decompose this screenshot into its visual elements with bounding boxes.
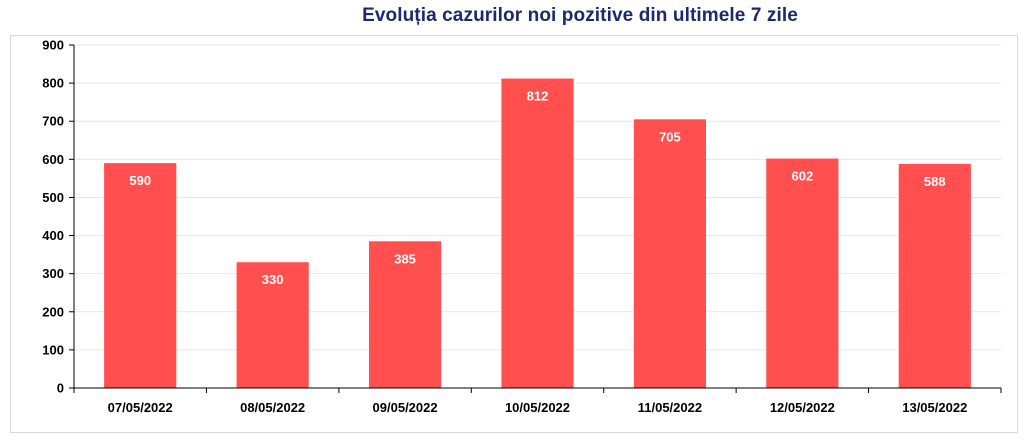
y-tick-label: 300 — [42, 266, 64, 281]
y-tick-label: 800 — [42, 76, 64, 91]
y-tick-label: 400 — [42, 228, 64, 243]
labels: 0 100 200 300 400 500 600 700 800 900 590 07/05/202… — [42, 38, 967, 416]
y-tick-label: 500 — [42, 190, 64, 205]
data-label: 602 — [792, 169, 814, 184]
x-category-label: 13/05/2022 — [902, 400, 967, 415]
bar-11-05-2022 — [633, 119, 707, 389]
y-tick-label: 100 — [42, 342, 64, 357]
x-category-label: 10/05/2022 — [505, 400, 570, 415]
bar-08-05-2022 — [236, 262, 309, 388]
data-label: 812 — [527, 89, 549, 104]
chart-title: Evoluția cazurilor noi pozitive din ulti… — [362, 5, 798, 26]
bar-10-05-2022 — [501, 78, 574, 388]
bar-12-05-2022 — [766, 158, 839, 388]
data-label: 385 — [394, 251, 416, 266]
data-label: 588 — [924, 174, 946, 189]
data-label: 705 — [659, 129, 681, 144]
bar-13-05-2022 — [898, 163, 971, 388]
bar-09-05-2022 — [368, 241, 442, 388]
x-category-label: 11/05/2022 — [638, 400, 702, 415]
x-category-label: 09/05/2022 — [373, 400, 438, 415]
x-category-label: 08/05/2022 — [240, 400, 305, 415]
data-label: 590 — [129, 173, 151, 188]
y-tick-label: 200 — [42, 304, 64, 319]
x-category-label: 12/05/2022 — [770, 400, 835, 415]
x-category-label: 07/05/2022 — [108, 400, 173, 415]
bars — [104, 78, 971, 389]
y-tick-label: 600 — [42, 152, 64, 167]
y-tick-label: 700 — [42, 114, 64, 129]
bar-07-05-2022 — [104, 163, 177, 388]
data-label: 330 — [262, 272, 284, 287]
y-tick-label: 0 — [57, 381, 64, 396]
y-tick-label: 900 — [42, 38, 64, 53]
axes — [69, 44, 1002, 393]
